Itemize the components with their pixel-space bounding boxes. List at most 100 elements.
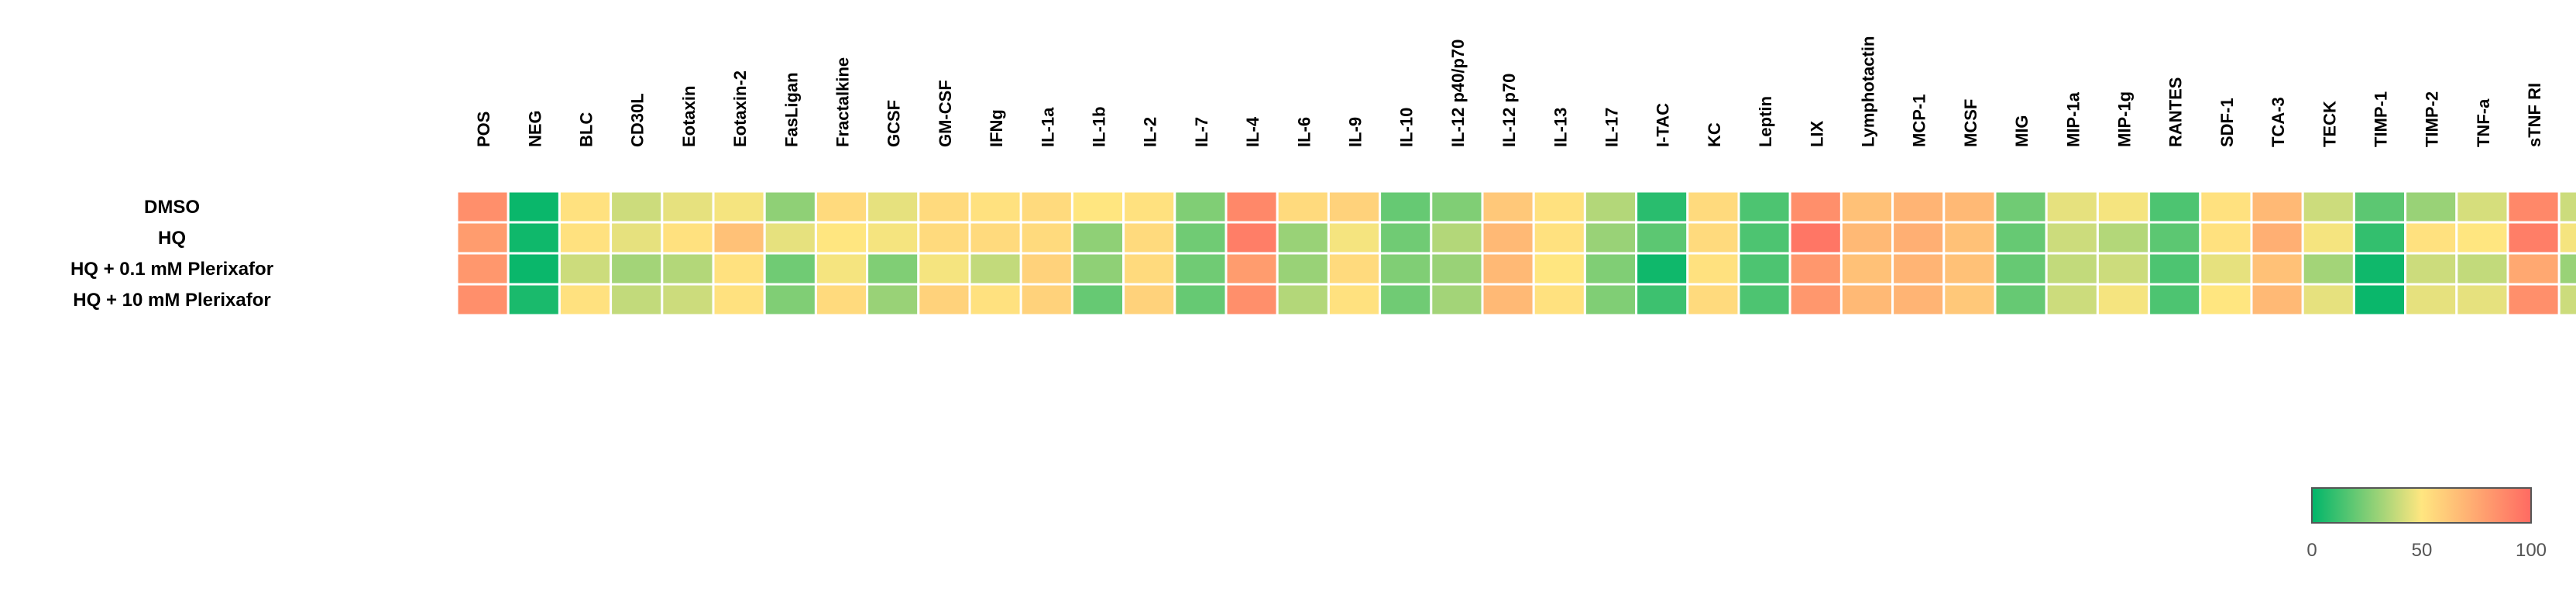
heatmap-cell	[1173, 190, 1228, 224]
heatmap-cell	[1481, 252, 1535, 286]
heatmap-cell	[814, 283, 869, 317]
heatmap-cell	[1635, 221, 1689, 255]
heatmap-cell	[2352, 221, 2407, 255]
heatmap-cell	[968, 252, 1022, 286]
heatmap-cell	[2148, 221, 2202, 255]
heatmap-cell	[1430, 283, 1484, 317]
heatmap-cell	[2557, 190, 2576, 224]
column-label: Lymphotactin	[1859, 36, 1878, 147]
heatmap-cell	[2404, 221, 2458, 255]
heatmap-cell	[866, 252, 920, 286]
column-label: IL-10	[1397, 108, 1417, 147]
heatmap-cell	[2045, 252, 2099, 286]
heatmap-cell	[1173, 252, 1228, 286]
heatmap-cell	[1583, 252, 1638, 286]
column-label: BLC	[577, 112, 596, 147]
heatmap-cell	[1839, 252, 1894, 286]
heatmap-cell	[1891, 283, 1946, 317]
legend-tick-label: 100	[2516, 540, 2547, 561]
heatmap-cell	[2557, 252, 2576, 286]
legend-tick-label: 50	[2412, 540, 2433, 561]
column-label: Eotaxin-2	[730, 70, 750, 147]
heatmap-cell	[1994, 190, 2048, 224]
column-label: LIX	[1807, 120, 1826, 147]
heatmap-cells	[455, 190, 2576, 317]
heatmap-cell	[1686, 283, 1740, 317]
heatmap-cell	[1686, 190, 1740, 224]
column-label: I-TAC	[1654, 103, 1673, 147]
heatmap-cell	[2199, 252, 2253, 286]
column-label: GCSF	[884, 100, 904, 147]
column-label: TIMP-2	[2423, 91, 2442, 147]
heatmap-cell	[1891, 252, 1946, 286]
legend-gradient-bar	[2311, 487, 2532, 524]
heatmap-cell	[1686, 221, 1740, 255]
heatmap-cell	[2148, 283, 2202, 317]
heatmap-cell	[1379, 252, 1433, 286]
column-labels: POS NEG BLC CD30L Eotaxin Eotaxin-2 FasLigan Fr…	[474, 36, 2544, 147]
column-label: RANTES	[2166, 77, 2186, 147]
heatmap-cell	[2096, 190, 2151, 224]
heatmap-cell	[661, 221, 715, 255]
heatmap-cell	[1276, 221, 1330, 255]
heatmap-cell	[2557, 283, 2576, 317]
heatmap-cell	[917, 283, 971, 317]
color-legend: 0 50 100	[2306, 487, 2547, 561]
column-label: sTNF RI	[2525, 83, 2544, 147]
heatmap-cell	[2301, 221, 2355, 255]
heatmap-cell	[1788, 283, 1843, 317]
heatmap-cell	[1583, 221, 1638, 255]
heatmap-cell	[1327, 221, 1382, 255]
row-label: DMSO	[144, 197, 200, 218]
heatmap-cell	[1276, 252, 1330, 286]
heatmap-cell	[1942, 221, 1997, 255]
heatmap-cell	[558, 221, 613, 255]
column-label: Eotaxin	[679, 86, 699, 147]
heatmap-cell	[712, 283, 766, 317]
heatmap-cell	[763, 252, 817, 286]
heatmap-cell	[661, 283, 715, 317]
heatmap-cell	[1737, 283, 1791, 317]
column-label: TCA-3	[2269, 97, 2288, 147]
heatmap-cell	[1430, 252, 1484, 286]
column-label: IL-13	[1551, 108, 1570, 147]
column-label: KC	[1705, 122, 1724, 147]
heatmap-cell	[2096, 252, 2151, 286]
heatmap-cell	[2455, 283, 2509, 317]
column-label: MCSF	[1961, 99, 1980, 147]
heatmap-cell	[1788, 221, 1843, 255]
column-label: MIP-1g	[2115, 91, 2135, 147]
heatmap-cell	[2404, 283, 2458, 317]
heatmap-cell	[1839, 283, 1894, 317]
column-label: Leptin	[1756, 96, 1775, 147]
heatmap-cell	[968, 283, 1022, 317]
heatmap-cell	[661, 252, 715, 286]
heatmap-cell	[1070, 221, 1125, 255]
heatmap-cell	[2455, 190, 2509, 224]
heatmap-cell	[968, 190, 1022, 224]
heatmap-cell	[2455, 252, 2509, 286]
column-label: NEG	[525, 110, 544, 147]
heatmap-cell	[2506, 283, 2561, 317]
heatmap-cell	[917, 252, 971, 286]
heatmap-cell	[2199, 221, 2253, 255]
heatmap-cell	[2506, 252, 2561, 286]
heatmap-cell	[558, 283, 613, 317]
heatmap-cell	[1994, 252, 2048, 286]
heatmap-cell	[1635, 283, 1689, 317]
heatmap-cell	[866, 190, 920, 224]
heatmap-cell	[1686, 252, 1740, 286]
heatmap-cell	[1532, 283, 1586, 317]
heatmap-cell	[1942, 190, 1997, 224]
row-label: HQ	[158, 228, 186, 249]
heatmap-cell	[1737, 252, 1791, 286]
heatmap-cell	[2404, 190, 2458, 224]
heatmap-cell	[1532, 252, 1586, 286]
heatmap-cell	[968, 221, 1022, 255]
heatmap-cell	[1942, 283, 1997, 317]
heatmap-cell	[455, 190, 510, 224]
heatmap-cell	[1122, 283, 1176, 317]
heatmap-cell	[2250, 190, 2304, 224]
heatmap-cell	[2557, 221, 2576, 255]
